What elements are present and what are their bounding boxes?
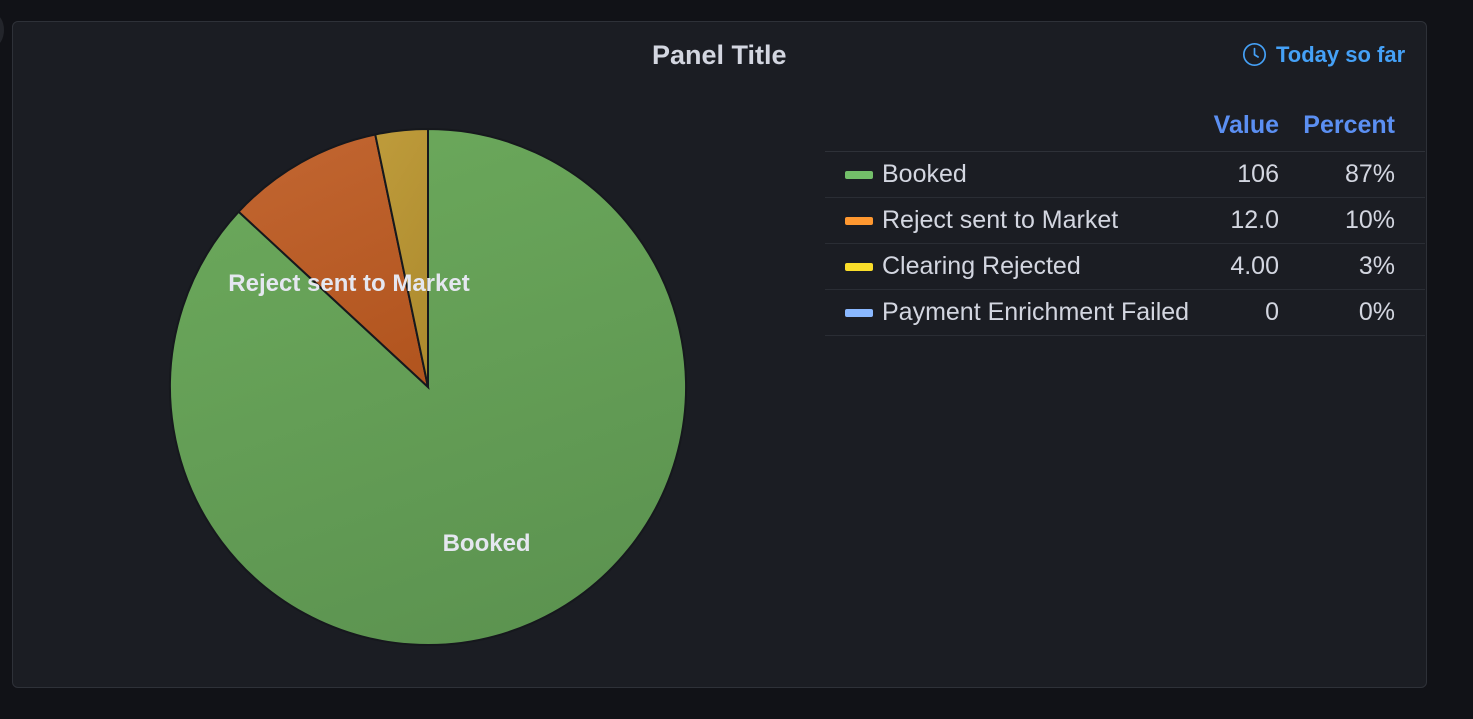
svg-text:Booked: Booked: [443, 530, 531, 557]
svg-text:Reject sent to Market: Reject sent to Market: [228, 270, 469, 297]
